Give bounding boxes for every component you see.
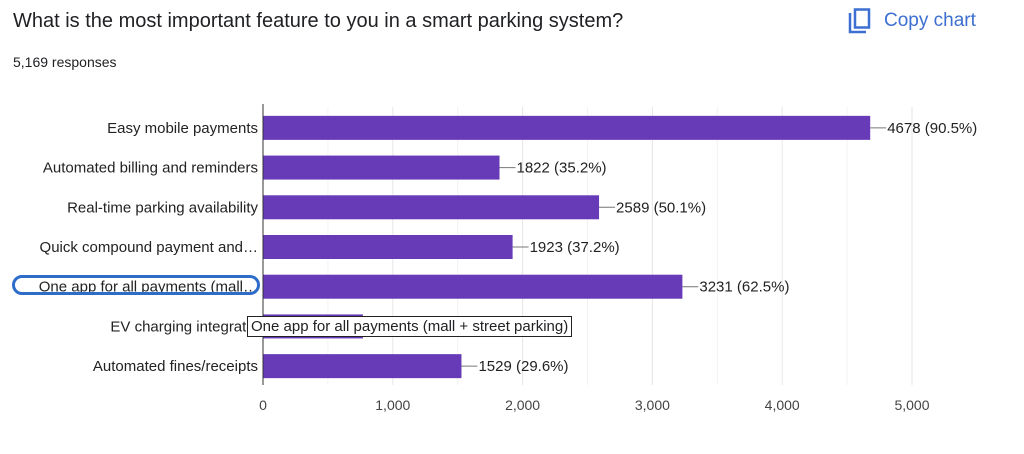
tooltip: One app for all payments (mall + street … [247, 316, 573, 337]
data-label: 3231 (62.5%) [699, 279, 789, 296]
category-label: Quick compound payment and… [40, 239, 258, 256]
x-tick-label: 1,000 [375, 397, 410, 413]
bar [263, 354, 462, 379]
copy-icon [848, 8, 871, 34]
copy-chart-label: Copy chart [884, 10, 976, 31]
x-tick-label: 5,000 [894, 397, 929, 413]
x-tick-label: 0 [259, 397, 267, 413]
response-count: 5,169 responses [13, 54, 117, 70]
data-label: 4678 (90.5%) [887, 120, 977, 137]
focus-highlight [12, 275, 260, 295]
x-tick-label: 3,000 [635, 397, 670, 413]
chart-title: What is the most important feature to yo… [13, 10, 624, 32]
data-label: 1923 (37.2%) [530, 239, 620, 256]
bar [263, 274, 683, 299]
data-label: 1822 (35.2%) [516, 160, 606, 177]
category-label: EV charging integratio [110, 318, 258, 335]
bar [263, 115, 871, 140]
category-label: Automated fines/receipts [93, 358, 258, 375]
bar [263, 155, 500, 180]
x-tick-label: 4,000 [765, 397, 800, 413]
x-tick-label: 2,000 [505, 397, 540, 413]
category-label: Automated billing and reminders [43, 160, 258, 177]
copy-chart-button[interactable]: Copy chart [848, 8, 976, 34]
data-label: 2589 (50.1%) [616, 199, 706, 216]
category-label: Easy mobile payments [107, 120, 258, 137]
data-label: 1529 (29.6%) [478, 358, 568, 375]
category-label: One app for all payments (mall… [39, 279, 258, 296]
category-label: Real-time parking availability [67, 199, 258, 216]
bar [263, 195, 600, 220]
bar [263, 235, 513, 259]
